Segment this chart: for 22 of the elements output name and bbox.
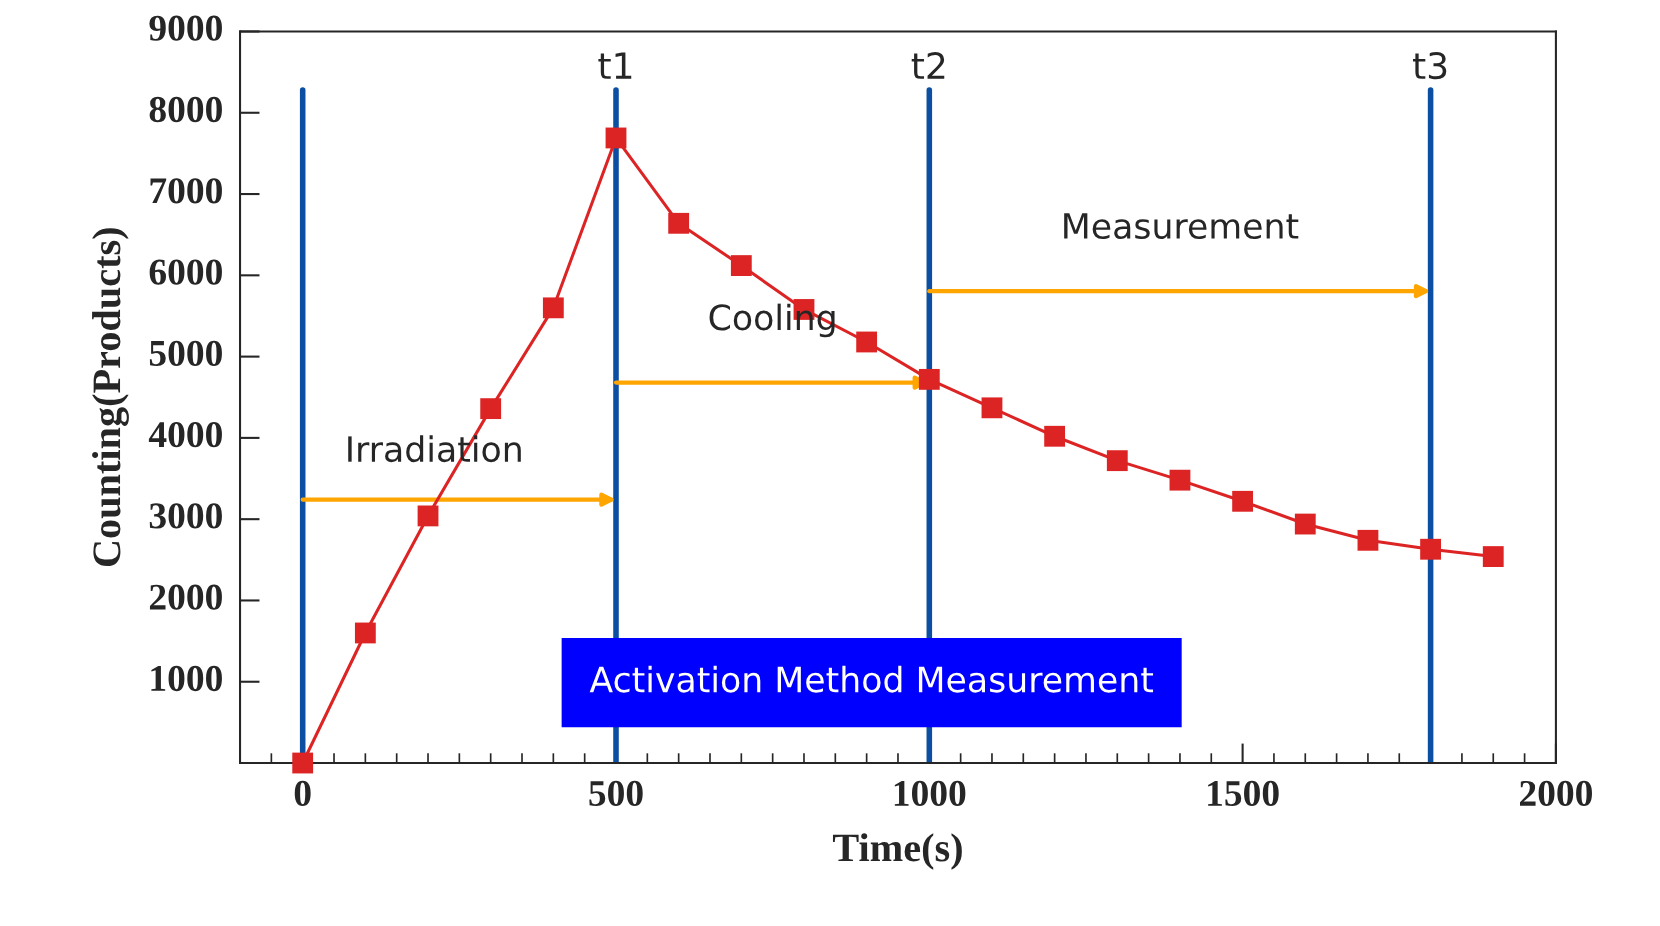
y-tick-label: 9000 [149, 15, 222, 41]
ref-line-label: t3 [1413, 52, 1447, 80]
ref-line-label: t2 [911, 52, 945, 79]
x-tick-label: 0 [294, 780, 311, 807]
y-tick-label: 8000 [149, 96, 222, 123]
ref-line-label: t1 [598, 52, 632, 79]
annotation: Cooling [709, 303, 835, 338]
x-tick-label: 1000 [894, 780, 966, 807]
y-tick-label: 6000 [149, 259, 222, 285]
annotation: Activation Method Measurement [589, 665, 1154, 693]
y-axis-title: Counting(Products) [92, 228, 129, 567]
x-tick-label: 500 [589, 780, 643, 807]
annotation: Measurement [1064, 213, 1299, 240]
x-axis-title: Time(s) [832, 833, 962, 870]
y-tick-label: 5000 [149, 340, 222, 366]
y-tick-label: 4000 [148, 421, 222, 448]
x-tick-label: 1500 [1208, 780, 1279, 807]
y-tick-label: 3000 [149, 503, 222, 529]
y-tick-label: 7000 [150, 178, 222, 204]
y-tick-label: 2000 [149, 584, 222, 610]
y-tick-label: 1000 [151, 665, 222, 692]
x-tick-label: 2000 [1519, 780, 1592, 807]
